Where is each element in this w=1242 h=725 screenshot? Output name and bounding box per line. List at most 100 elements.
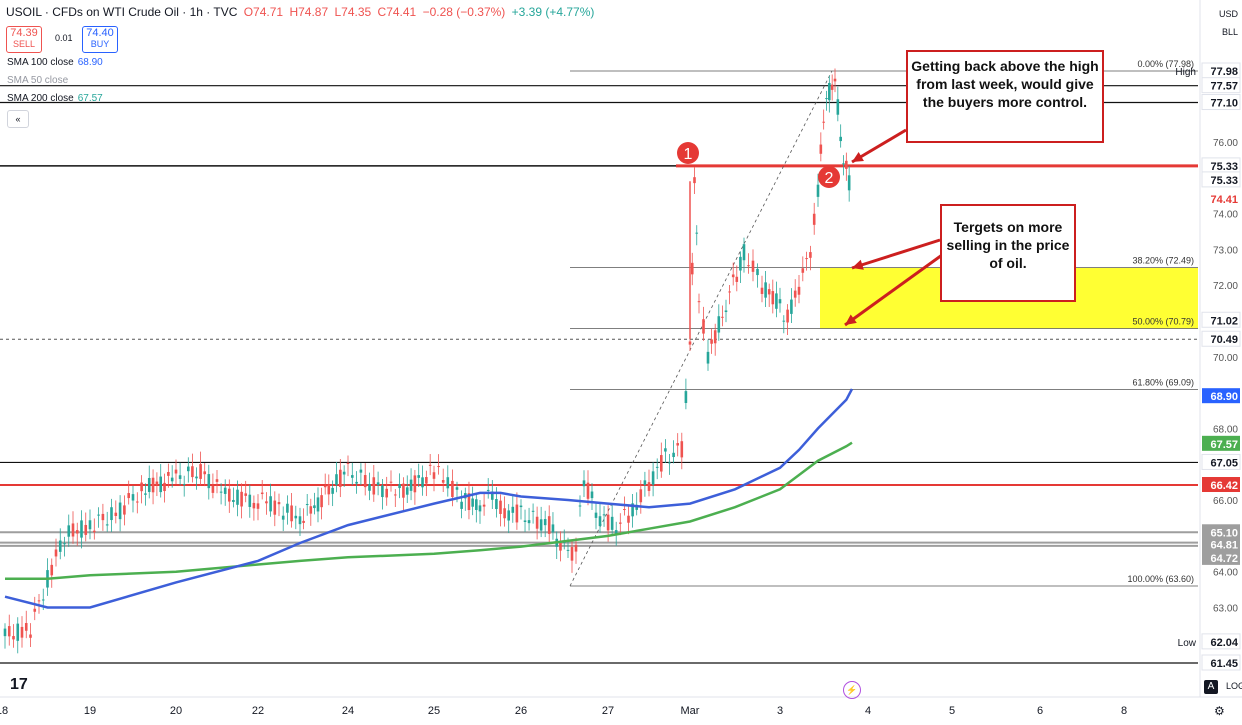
collapse-legend-button[interactable]: « bbox=[7, 110, 29, 128]
candle-body bbox=[58, 540, 62, 552]
candle-body bbox=[812, 213, 816, 225]
candle-body bbox=[342, 471, 346, 475]
sell-button[interactable]: 74.39 SELL bbox=[6, 26, 42, 53]
unit-label[interactable]: BLL bbox=[1221, 27, 1238, 37]
candle-body bbox=[327, 484, 331, 495]
candle-body bbox=[335, 474, 338, 485]
price-label: 65.10 bbox=[1210, 527, 1238, 539]
candle-body bbox=[187, 466, 190, 472]
candle-body bbox=[351, 475, 354, 478]
candle-body bbox=[305, 504, 309, 506]
candle-body bbox=[394, 494, 397, 496]
arrow-to-fib382 bbox=[851, 238, 941, 270]
indicator-sma50[interactable]: SMA 50 close bbox=[7, 75, 72, 86]
x-tick-label: 22 bbox=[252, 705, 264, 717]
candle-body bbox=[747, 265, 750, 267]
x-tick-label: 19 bbox=[84, 705, 96, 717]
buy-button[interactable]: 74.40 BUY bbox=[82, 26, 118, 53]
y-tick-label: 66.00 bbox=[1213, 496, 1238, 507]
candle-body bbox=[643, 480, 647, 485]
candle-body bbox=[664, 448, 667, 452]
price-label-bg bbox=[1201, 77, 1241, 94]
x-tick-label: 25 bbox=[428, 705, 440, 717]
candle-body bbox=[405, 487, 409, 495]
candle-body bbox=[455, 487, 459, 490]
candle-body bbox=[760, 287, 764, 294]
candle-body bbox=[519, 505, 523, 508]
price-label: 62.04 bbox=[1210, 637, 1238, 649]
auto-scale-button[interactable]: A bbox=[1204, 680, 1218, 694]
currency-label[interactable]: USD bbox=[1218, 9, 1238, 19]
candle-body bbox=[499, 500, 502, 514]
price-label: 66.42 bbox=[1210, 480, 1238, 492]
candle-body bbox=[724, 310, 728, 313]
candle-body bbox=[523, 520, 527, 523]
candle-body bbox=[97, 514, 100, 516]
candle-body bbox=[67, 525, 71, 537]
candle-body bbox=[417, 475, 421, 478]
candle-body bbox=[775, 293, 778, 309]
y-tick-label: 72.00 bbox=[1213, 281, 1238, 292]
price-label: 68.90 bbox=[1210, 391, 1238, 403]
candle-body bbox=[191, 466, 194, 478]
candle-body bbox=[842, 163, 845, 165]
candle-body bbox=[702, 319, 705, 334]
candle-body bbox=[286, 503, 289, 513]
candle-body bbox=[24, 623, 28, 631]
candle-body bbox=[570, 547, 574, 561]
price-label: 77.10 bbox=[1210, 98, 1238, 110]
candle-body bbox=[751, 260, 755, 272]
sell-label: SELL bbox=[12, 39, 36, 49]
candle-body bbox=[273, 500, 277, 515]
candle-body bbox=[331, 487, 334, 494]
price-label-bg bbox=[1202, 190, 1240, 206]
candle-body bbox=[619, 522, 622, 524]
candle-body bbox=[486, 489, 490, 491]
x-tick-label: 18 bbox=[0, 705, 8, 717]
price-label: 75.33 bbox=[1210, 175, 1238, 187]
spread-value: 0.01 bbox=[55, 33, 73, 43]
candle-body bbox=[376, 482, 380, 486]
candle-body bbox=[491, 491, 494, 500]
candle-body bbox=[207, 474, 211, 489]
candle-body bbox=[660, 455, 663, 472]
price-label: 64.81 bbox=[1210, 540, 1238, 552]
candle-body bbox=[33, 608, 37, 612]
candle-body bbox=[825, 98, 828, 100]
gear-icon[interactable]: ⚙ bbox=[1214, 704, 1225, 718]
x-tick-label: 8 bbox=[1121, 705, 1127, 717]
candle-body bbox=[363, 475, 367, 488]
indicator-sma200[interactable]: SMA 200 close 67.57 bbox=[7, 93, 103, 104]
indicator-label: SMA 100 close bbox=[7, 57, 74, 68]
log-scale-button[interactable]: LOG bbox=[1226, 681, 1242, 691]
tradingview-logo[interactable]: 17 bbox=[10, 676, 28, 693]
indicator-sma100[interactable]: SMA 100 close 68.90 bbox=[7, 57, 103, 68]
candle-body bbox=[252, 502, 256, 509]
low-value: L74.35 bbox=[334, 5, 372, 19]
y-tick-label: 70.00 bbox=[1213, 353, 1238, 364]
candle-body bbox=[735, 276, 739, 282]
spark-icon[interactable]: ⚡ bbox=[843, 681, 861, 699]
candle-body bbox=[631, 503, 634, 517]
candle-body bbox=[359, 469, 363, 473]
candle-body bbox=[582, 480, 586, 487]
candle-body bbox=[80, 520, 83, 538]
candle-body bbox=[320, 495, 323, 508]
candle-body bbox=[828, 82, 831, 101]
candle-body bbox=[195, 476, 198, 479]
candle-body bbox=[495, 499, 498, 510]
candle-body bbox=[764, 282, 767, 298]
series bbox=[3, 68, 854, 654]
candle-body bbox=[594, 512, 598, 518]
candle-body bbox=[816, 184, 820, 197]
candle-body bbox=[437, 466, 440, 468]
close-value: C74.41 bbox=[377, 5, 417, 19]
candle-body bbox=[265, 501, 268, 504]
price-label-bg bbox=[1201, 311, 1241, 328]
x-tick-label: 5 bbox=[949, 705, 955, 717]
candle-body bbox=[801, 268, 805, 273]
candle-body bbox=[478, 505, 482, 512]
candle-body bbox=[460, 501, 463, 509]
symbol-title[interactable]: USOIL · CFDs on WTI Crude Oil · 1h · TVC bbox=[6, 5, 238, 19]
